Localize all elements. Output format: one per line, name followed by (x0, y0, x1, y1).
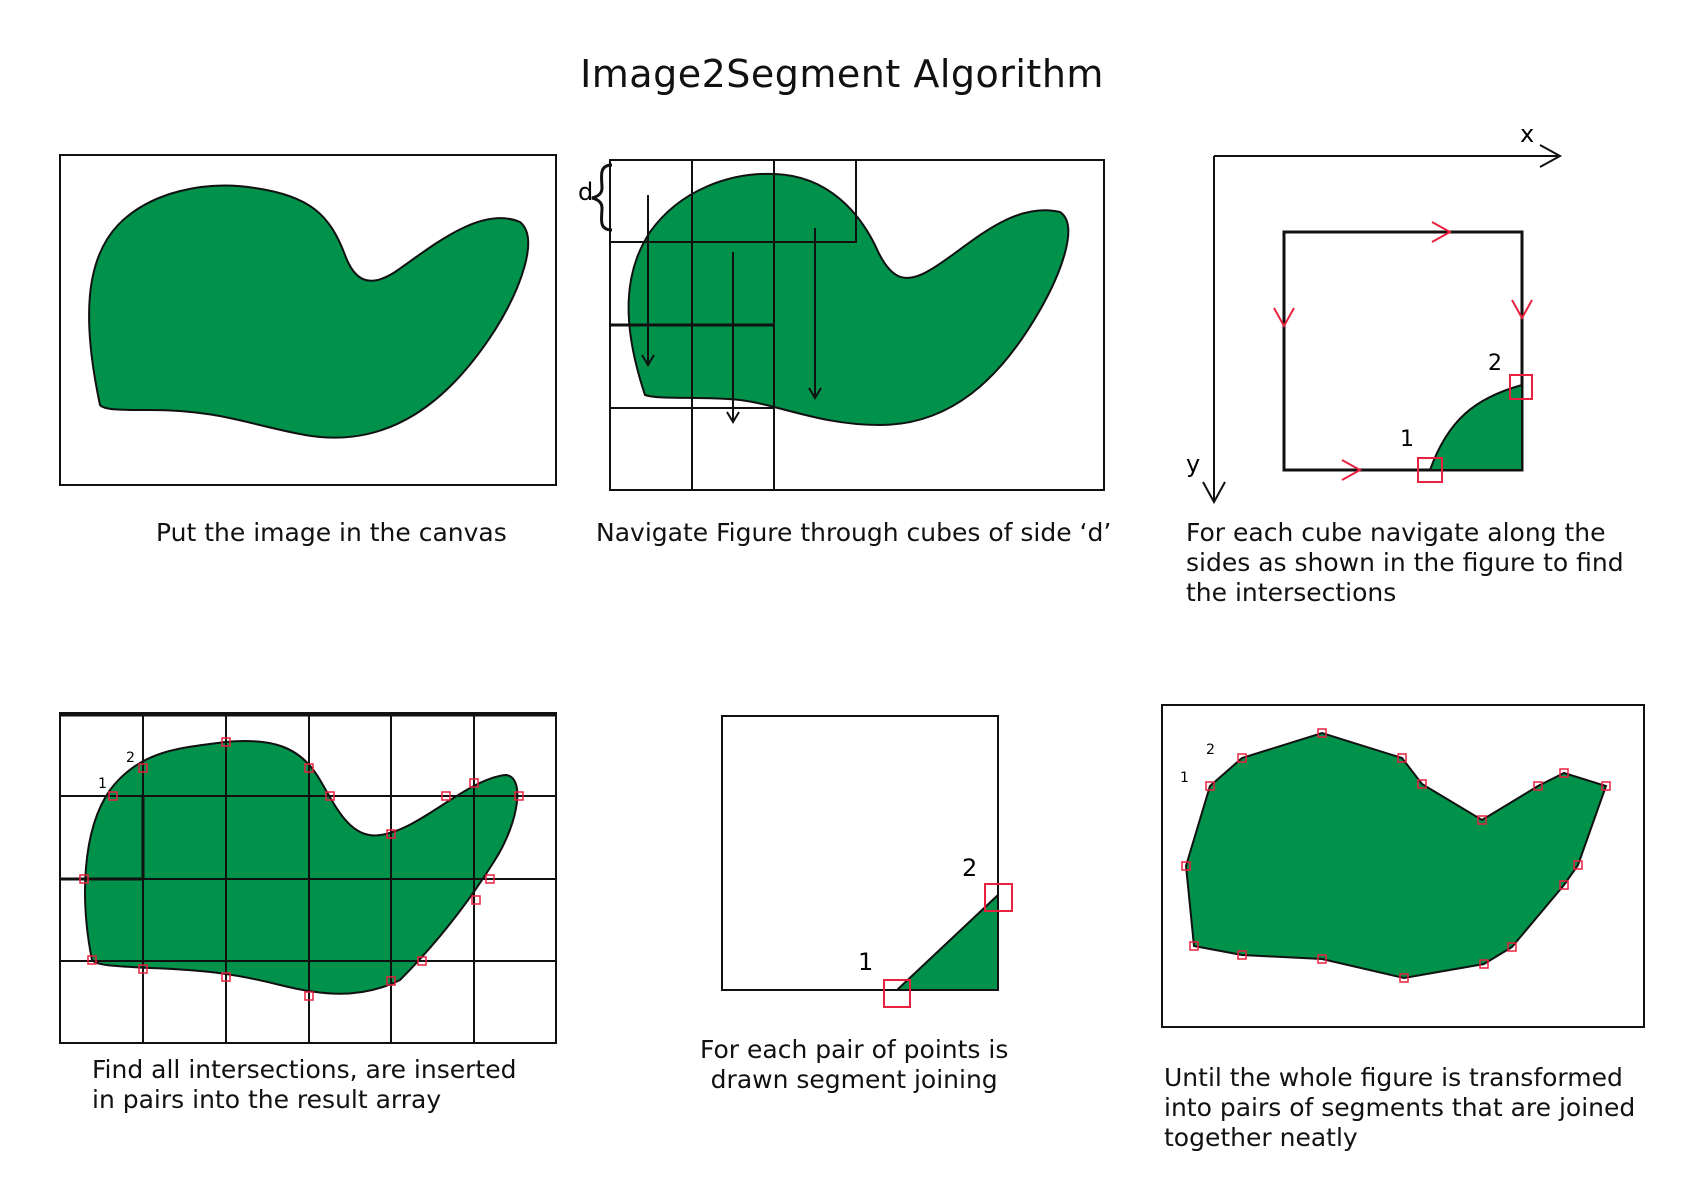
intersection-marker (1237, 753, 1247, 763)
panel-result: 2 1 (1161, 704, 1645, 1028)
point-1-label: 1 (98, 776, 107, 792)
grid-4 (59, 712, 557, 1044)
panel-segment-pair: 1 2 (721, 715, 1013, 1008)
canvas-frame-6 (1161, 704, 1645, 1028)
intersection-marker (1559, 880, 1569, 890)
direction-arrows (1273, 221, 1533, 481)
x-label: x (1520, 120, 1534, 148)
intersection-marker (221, 737, 231, 747)
intersection-marker (1205, 781, 1215, 791)
caption-result: Until the whole figure is transformed in… (1164, 1063, 1636, 1152)
intersection-marker (1181, 861, 1191, 871)
y-label: y (1186, 450, 1200, 478)
intersection-marker (485, 874, 495, 884)
intersection-marker (138, 964, 148, 974)
intersection-marker-2 (1509, 374, 1533, 400)
intersection-marker-2 (984, 883, 1013, 912)
caption-cube-walk: For each cube navigate along the sides a… (1186, 518, 1624, 607)
panel-navigate: d (578, 159, 1105, 491)
intersection-marker (304, 763, 314, 773)
intersection-marker (1237, 950, 1247, 960)
caption-all-intersections: Find all intersections, are inserted in … (92, 1055, 517, 1114)
x-arrow-icon (1539, 144, 1563, 168)
intersection-marker (1189, 941, 1199, 951)
intersection-marker (1317, 728, 1327, 738)
figure-corner (1428, 383, 1523, 471)
point-2-label: 2 (126, 750, 135, 766)
intersection-marker (325, 791, 335, 801)
intersection-marker (108, 791, 118, 801)
intersection-marker (1559, 768, 1569, 778)
intersection-marker (1399, 973, 1409, 983)
vertex-markers (1181, 728, 1611, 983)
caption-segment-pair: For each pair of points is drawn segment… (700, 1035, 1009, 1094)
intersection-marker (386, 829, 396, 839)
segmented-figure (1184, 731, 1608, 980)
intersection-marker (1417, 779, 1427, 789)
intersection-marker-1 (1417, 457, 1443, 483)
intersection-marker (441, 791, 451, 801)
intersection-marker (1601, 781, 1611, 791)
intersection-marker (1397, 753, 1407, 763)
intersection-marker (1573, 860, 1583, 870)
intersection-marker (471, 895, 481, 905)
intersection-marker (1533, 781, 1543, 791)
brace-icon (591, 163, 613, 232)
point-1-label: 1 (1180, 770, 1189, 786)
point-2-label: 2 (962, 854, 977, 882)
page-title: Image2Segment Algorithm (580, 52, 1104, 96)
panel-canvas (59, 154, 557, 486)
intersection-marker (417, 956, 427, 966)
intersection-marker (221, 972, 231, 982)
cube (1282, 230, 1524, 472)
intersection-marker (1479, 959, 1489, 969)
figure-shape (88, 184, 530, 439)
cube-grid (609, 159, 857, 490)
figure-shape-4 (84, 740, 519, 995)
panel-cube-walk: x y 1 2 (1186, 120, 1563, 505)
intersection-marker (1477, 815, 1487, 825)
intersection-marker (304, 991, 314, 1001)
intersection-marker (87, 955, 97, 965)
intersection-marker (386, 976, 396, 986)
intersection-marker (79, 874, 89, 884)
intersection-marker (1317, 954, 1327, 964)
intersection-marker (1507, 942, 1517, 952)
caption-navigate: Navigate Figure through cubes of side ‘d… (596, 518, 1112, 547)
intersection-marker (514, 791, 524, 801)
y-arrow-icon (1202, 481, 1226, 505)
caption-canvas: Put the image in the canvas (156, 518, 507, 547)
scan-arrows (641, 195, 822, 424)
intersection-marker (469, 778, 479, 788)
intersection-marker-1 (883, 979, 911, 1008)
segment-triangle (894, 892, 999, 991)
d-label: d (578, 178, 593, 206)
figure-shape-2 (627, 172, 1070, 427)
point-1-label: 1 (858, 948, 873, 976)
point-2-label: 2 (1206, 742, 1215, 758)
intersection-marker (138, 763, 148, 773)
cube-5 (721, 715, 999, 991)
point-2-label: 2 (1488, 351, 1502, 376)
canvas-frame (59, 154, 557, 486)
intersection-markers (79, 737, 524, 1001)
point-1-label: 1 (1400, 427, 1414, 452)
panel-all-intersections: 2 1 (59, 712, 557, 1044)
